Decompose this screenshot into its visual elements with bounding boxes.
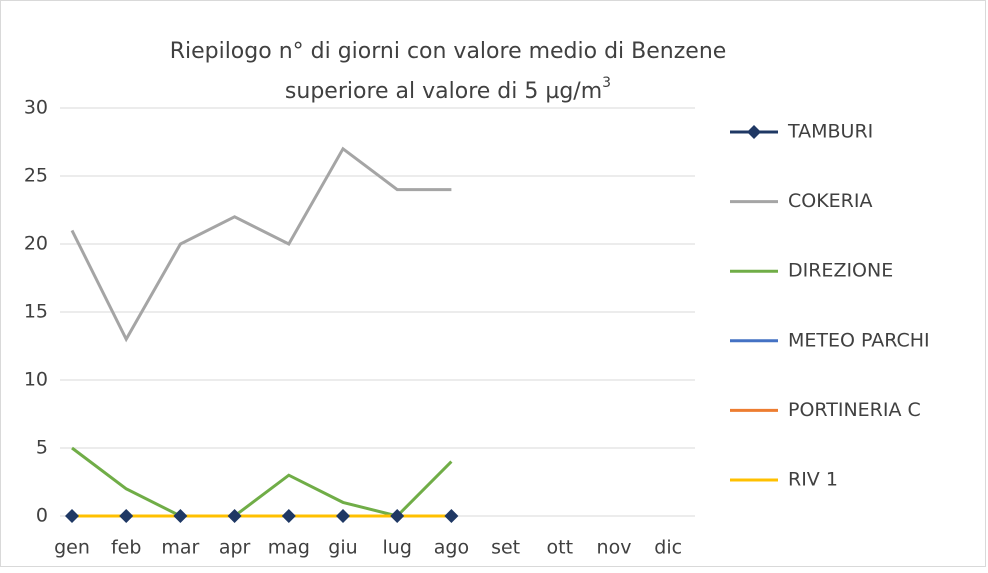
- x-tick-label: dic: [654, 537, 682, 559]
- y-tick-label: 5: [36, 437, 48, 459]
- y-tick-label: 25: [24, 165, 48, 187]
- y-tick-label: 20: [24, 233, 48, 255]
- y-tick-label: 10: [24, 369, 48, 391]
- series-line: [70, 146, 452, 343]
- title-line: superiore al valore di 5 µg/m: [285, 79, 602, 104]
- x-tick-label: feb: [111, 537, 141, 559]
- y-tick-label: 15: [24, 301, 48, 323]
- x-tick-label: mag: [268, 537, 310, 559]
- legend-label: RIV 1: [788, 469, 838, 491]
- chart-title: superiore al valore di 5 µg/m3: [285, 75, 611, 104]
- legend-label: DIREZIONE: [788, 260, 893, 282]
- marker: [173, 509, 188, 523]
- chart-title: Riepilogo n° di giorni con valore medio …: [170, 39, 727, 64]
- legend-label: PORTINERIA C: [788, 399, 921, 421]
- x-tick-label: mar: [161, 537, 199, 559]
- x-tick-label: lug: [383, 537, 412, 559]
- x-tick-label: giu: [328, 537, 357, 559]
- x-tick-label: ago: [434, 537, 469, 559]
- x-tick-label: apr: [219, 537, 251, 559]
- title-superscript: 3: [602, 75, 611, 91]
- legend-label: COKERIA: [788, 190, 873, 212]
- y-tick-label: 30: [24, 97, 48, 119]
- x-tick-label: nov: [597, 537, 632, 559]
- x-tick-label: ott: [547, 537, 574, 559]
- legend-marker: [747, 125, 761, 139]
- legend-label: TAMBURI: [787, 121, 873, 143]
- marker: [281, 509, 296, 523]
- legend-label: METEO PARCHI: [788, 329, 930, 351]
- x-tick-label: gen: [54, 537, 90, 559]
- marker: [119, 509, 134, 523]
- marker: [390, 509, 405, 523]
- x-tick-label: set: [491, 537, 520, 559]
- marker: [227, 509, 242, 523]
- marker: [444, 509, 459, 523]
- marker: [65, 509, 79, 523]
- series-line: [71, 446, 453, 518]
- y-tick-label: 0: [36, 505, 48, 527]
- marker: [336, 509, 350, 523]
